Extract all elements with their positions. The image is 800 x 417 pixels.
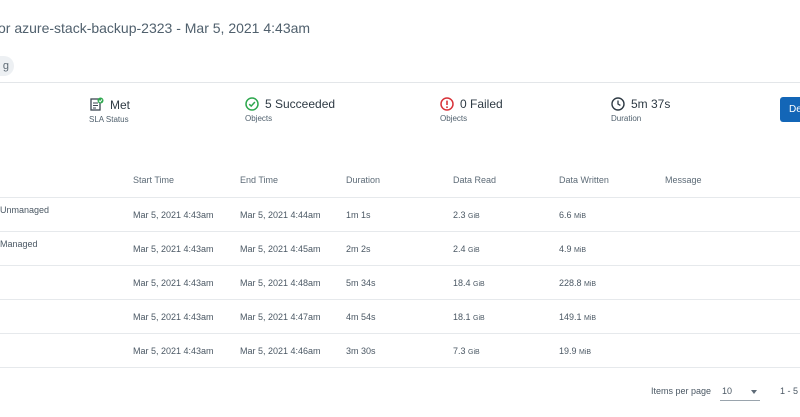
row-divider [0, 231, 800, 232]
data-read-cell: 18.4 GiB [453, 278, 485, 288]
row-divider [0, 265, 800, 266]
duration-cell: 4m 54s [346, 312, 376, 322]
stat-failed-label: Objects [440, 114, 468, 123]
duration-cell: 5m 34s [346, 278, 376, 288]
data-read-cell: 7.3 GiB [453, 346, 480, 356]
col-header-data-written[interactable]: Data Written [559, 175, 609, 185]
status-chip: g [0, 56, 14, 76]
stat-sla: Met SLA Status [89, 97, 130, 124]
col-header-message[interactable]: Message [665, 175, 702, 185]
chevron-down-icon [751, 390, 757, 394]
duration-cell: 2m 2s [346, 244, 371, 254]
end-time-cell: Mar 5, 2021 4:47am [240, 312, 321, 322]
row-divider [0, 367, 800, 368]
data-written-cell: 228.8 MiB [559, 278, 597, 288]
start-time-cell: Mar 5, 2021 4:43am [133, 312, 214, 322]
stat-failed-value: 0 Failed [460, 97, 503, 111]
error-circle-icon [440, 97, 454, 111]
clipboard-check-icon [89, 97, 104, 112]
stat-sla-label: SLA Status [89, 115, 129, 124]
object-name: Unmanaged [0, 205, 50, 215]
stat-succeeded-value: 5 Succeeded [265, 97, 336, 111]
stat-duration-value: 5m 37s [631, 97, 671, 111]
data-read-cell: 2.3 GiB [453, 210, 480, 220]
end-time-cell: Mar 5, 2021 4:48am [240, 278, 321, 288]
row-divider [0, 333, 800, 334]
object-name: Managed [0, 239, 38, 249]
action-button[interactable]: De [780, 97, 800, 122]
header-divider [0, 82, 800, 83]
data-written-cell: 149.1 MiB [559, 312, 597, 322]
end-time-cell: Mar 5, 2021 4:45am [240, 244, 321, 254]
start-time-cell: Mar 5, 2021 4:43am [133, 210, 214, 220]
check-circle-icon [245, 97, 259, 111]
select-underline [720, 400, 760, 401]
col-header-end-time[interactable]: End Time [240, 175, 279, 185]
pagination-range: 1 - 5 [780, 386, 799, 396]
data-written-cell: 4.9 MiB [559, 244, 587, 254]
start-time-cell: Mar 5, 2021 4:43am [133, 346, 214, 356]
header-row-divider [0, 197, 800, 198]
stat-failed: 0 Failed Objects [440, 97, 503, 123]
stat-succeeded: 5 Succeeded Objects [245, 97, 335, 123]
data-read-cell: 2.4 GiB [453, 244, 480, 254]
stat-sla-value: Met [110, 97, 131, 112]
data-written-cell: 6.6 MiB [559, 210, 587, 220]
data-written-cell: 19.9 MiB [559, 346, 592, 356]
start-time-cell: Mar 5, 2021 4:43am [133, 278, 214, 288]
duration-cell: 1m 1s [346, 210, 371, 220]
clock-icon [611, 97, 625, 111]
end-time-cell: Mar 5, 2021 4:46am [240, 346, 321, 356]
end-time-cell: Mar 5, 2021 4:44am [240, 210, 321, 220]
col-header-data-read[interactable]: Data Read [453, 175, 497, 185]
items-per-page-label: Items per page [651, 386, 712, 396]
page-title: or azure-stack-backup-2323 - Mar 5, 2021… [0, 20, 311, 36]
stat-duration-label: Duration [611, 114, 642, 123]
stat-succeeded-label: Objects [245, 114, 273, 123]
duration-cell: 3m 30s [346, 346, 376, 356]
items-per-page-select[interactable]: 10 [720, 381, 760, 401]
data-read-cell: 18.1 GiB [453, 312, 485, 322]
items-per-page-value: 10 [722, 386, 733, 396]
start-time-cell: Mar 5, 2021 4:43am [133, 244, 214, 254]
row-divider [0, 299, 800, 300]
col-header-duration[interactable]: Duration [346, 175, 381, 185]
col-header-start-time[interactable]: Start Time [133, 175, 175, 185]
stat-duration: 5m 37s Duration [611, 97, 670, 123]
